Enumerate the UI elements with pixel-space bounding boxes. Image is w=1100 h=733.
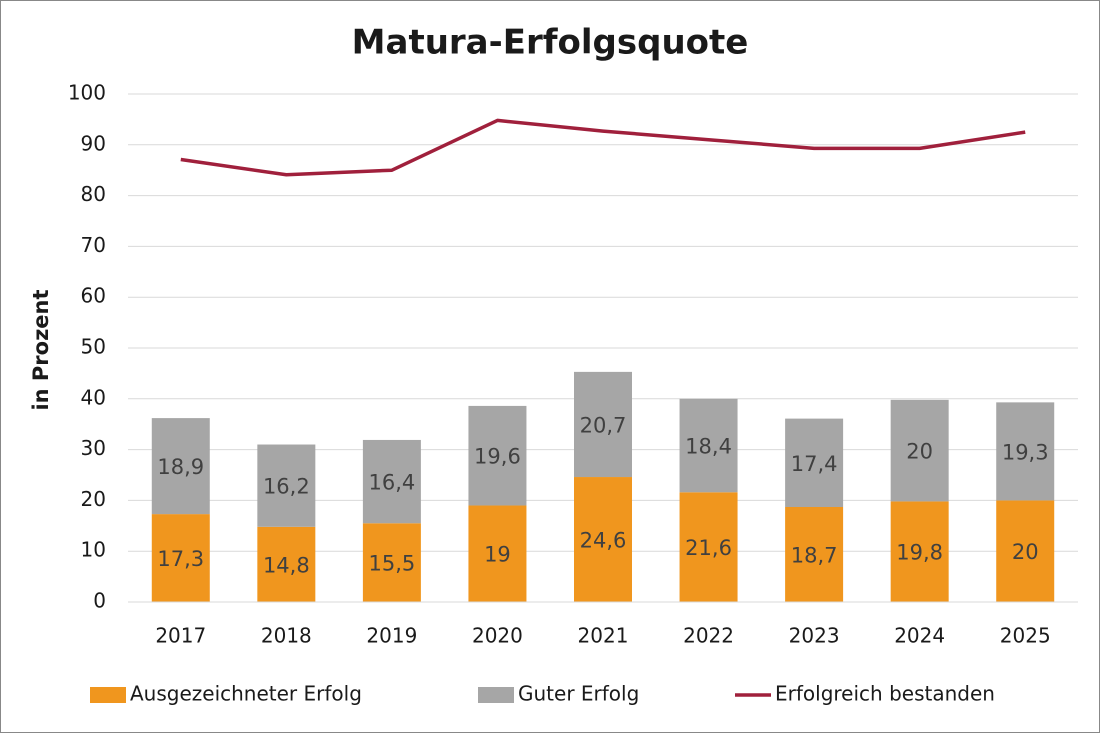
- bar-segment: [257, 444, 316, 527]
- x-tick-label: 2024: [894, 624, 945, 648]
- x-tick-label: 2022: [683, 624, 734, 648]
- bar-segment: [362, 439, 421, 524]
- legend-swatch: [478, 687, 514, 703]
- x-tick-label: 2019: [366, 624, 417, 648]
- legend-label: Guter Erfolg: [518, 682, 639, 706]
- data-label: 19,6: [474, 445, 521, 469]
- bar-segment: [468, 405, 527, 506]
- x-tick-label: 2023: [789, 624, 840, 648]
- bar-segment: [996, 500, 1055, 602]
- data-label: 14,8: [263, 553, 310, 577]
- bar-segment: [574, 371, 632, 478]
- data-label: 16,2: [263, 475, 310, 499]
- data-label: 21,6: [685, 536, 732, 560]
- bar-segment: [679, 398, 738, 493]
- bar-segment: [785, 507, 844, 602]
- bar-segment: [785, 418, 844, 508]
- y-tick-label: 80: [81, 182, 106, 206]
- data-label: 19: [484, 543, 511, 567]
- bar-segment: [257, 526, 316, 602]
- data-label: 20: [1012, 540, 1039, 564]
- bar-segment: [890, 399, 949, 502]
- data-label: 17,3: [157, 547, 204, 571]
- legend-label: Ausgezeichneter Erfolg: [130, 682, 362, 706]
- bar-segment: [574, 477, 632, 602]
- y-tick-label: 70: [81, 233, 106, 257]
- legend-swatch: [90, 687, 126, 703]
- bar-segment: [151, 418, 210, 515]
- x-tick-label: 2020: [472, 624, 523, 648]
- y-tick-label: 50: [81, 335, 106, 359]
- y-tick-label: 10: [81, 538, 106, 562]
- y-tick-label: 20: [81, 487, 106, 511]
- y-axis-label: in Prozent: [29, 289, 53, 410]
- data-label: 16,4: [369, 471, 416, 495]
- chart-title: Matura-Erfolgsquote: [352, 23, 749, 63]
- data-label: 17,4: [791, 452, 838, 476]
- bar-segment: [890, 501, 949, 602]
- x-tick-label: 2021: [578, 624, 629, 648]
- bar-segment: [468, 505, 527, 602]
- y-tick-label: 30: [81, 436, 106, 460]
- line-series: [180, 118, 1026, 177]
- y-tick-label: 0: [93, 589, 106, 613]
- data-label: 19,8: [896, 541, 943, 565]
- y-tick-label: 90: [81, 131, 106, 155]
- data-label: 18,4: [685, 435, 732, 459]
- x-tick-label: 2017: [155, 624, 206, 648]
- data-label: 24,6: [580, 529, 627, 553]
- y-tick-label: 60: [81, 284, 106, 308]
- x-tick-label: 2018: [261, 624, 312, 648]
- legend-label: Erfolgreich bestanden: [775, 682, 995, 706]
- data-label: 20: [906, 440, 933, 464]
- y-tick-label: 100: [68, 81, 106, 105]
- bar-segment: [996, 402, 1055, 501]
- bar-segment: [362, 523, 421, 602]
- y-tick-label: 40: [81, 385, 106, 409]
- data-label: 18,7: [791, 544, 838, 568]
- x-tick-label: 2025: [1000, 624, 1051, 648]
- bar-segment: [151, 514, 210, 602]
- bar-segment: [679, 492, 738, 602]
- data-label: 18,9: [157, 455, 204, 479]
- data-label: 19,3: [1002, 440, 1049, 464]
- data-label: 20,7: [580, 413, 627, 437]
- data-label: 15,5: [369, 552, 416, 576]
